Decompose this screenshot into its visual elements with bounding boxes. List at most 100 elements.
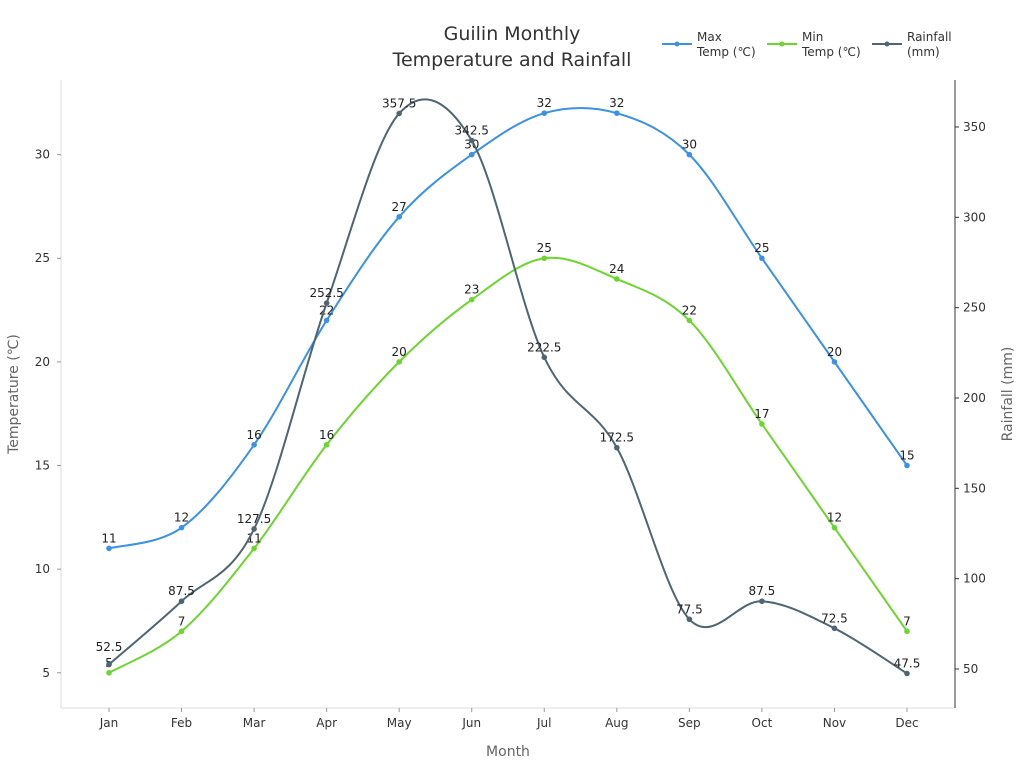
data-point <box>614 444 620 451</box>
data-point <box>396 213 402 220</box>
data-point <box>614 110 620 116</box>
data-point <box>686 317 693 324</box>
data-point <box>178 598 185 605</box>
data-point <box>251 545 257 552</box>
legend-label-0: Temp (℃) <box>696 45 756 59</box>
series-line-1 <box>108 256 908 674</box>
data-point <box>541 255 548 262</box>
data-label: 12 <box>174 511 189 525</box>
legend-label-1: Temp (℃) <box>801 45 861 59</box>
data-label: 127.5 <box>237 512 271 526</box>
legend-marker-0 <box>674 41 680 47</box>
data-label: 252.5 <box>309 286 343 300</box>
data-label: 15 <box>899 449 914 463</box>
x-tick-label: Aug <box>605 716 628 730</box>
data-point <box>831 359 838 365</box>
legend-label-2: Rainfall <box>907 30 952 44</box>
x-tick-label: Dec <box>895 716 918 730</box>
y2-tick-label: 100 <box>963 572 986 586</box>
series-line-0 <box>108 107 908 550</box>
y2-tick-label: 150 <box>963 481 986 495</box>
data-point <box>178 628 185 635</box>
y-tick-label: 15 <box>35 459 50 473</box>
data-label: 12 <box>827 511 842 525</box>
y-tick-label: 20 <box>35 355 50 369</box>
data-point <box>323 300 330 306</box>
data-point <box>396 359 402 365</box>
x-tick-label: Jul <box>536 716 551 730</box>
data-label: 7 <box>178 614 186 628</box>
data-point <box>686 616 693 623</box>
x-tick-label: Feb <box>171 716 192 730</box>
y2-tick-label: 50 <box>963 662 978 676</box>
data-label: 20 <box>392 345 407 359</box>
legend-marker-2 <box>884 41 890 47</box>
data-point <box>831 625 838 632</box>
data-label: 342.5 <box>455 124 489 138</box>
data-point <box>251 526 257 532</box>
data-point <box>251 441 257 448</box>
data-label: 30 <box>682 138 697 152</box>
legend-label-1: Min <box>802 30 823 44</box>
data-label: 27 <box>392 200 407 214</box>
legend-label-2: (mm) <box>907 45 940 59</box>
data-point <box>468 137 475 144</box>
data-point <box>904 628 910 635</box>
y-tick-label: 10 <box>35 562 50 576</box>
data-point <box>686 151 693 158</box>
y-tick-label: 5 <box>42 666 50 680</box>
data-point <box>178 524 185 531</box>
x-tick-label: May <box>387 716 412 730</box>
y2-tick-label: 350 <box>963 120 986 134</box>
x-axis-label: Month <box>486 744 530 760</box>
data-label: 20 <box>827 345 842 359</box>
x-tick-label: Jun <box>461 716 481 730</box>
y2-tick-label: 200 <box>963 391 986 405</box>
x-tick-label: Mar <box>243 716 266 730</box>
data-point <box>106 661 112 668</box>
data-point <box>323 317 330 324</box>
data-label: 23 <box>464 283 479 297</box>
data-point <box>831 524 838 531</box>
data-label: 22 <box>682 303 697 317</box>
data-point <box>323 441 330 448</box>
data-point <box>904 670 910 677</box>
y-tick-label: 25 <box>35 251 50 265</box>
data-label: 24 <box>609 262 624 276</box>
y-axis-label: Temperature (℃) <box>6 334 22 455</box>
data-label: 32 <box>537 96 552 110</box>
data-point <box>106 669 112 676</box>
x-tick-label: Jan <box>99 716 119 730</box>
data-label: 72.5 <box>821 611 848 625</box>
y2-axis-label: Rainfall (mm) <box>1000 347 1016 442</box>
data-point <box>541 354 548 361</box>
y-tick-label: 30 <box>35 148 50 162</box>
y2-tick-label: 250 <box>963 301 986 315</box>
data-label: 16 <box>246 428 261 442</box>
data-label: 25 <box>537 241 552 255</box>
data-label: 87.5 <box>749 584 776 598</box>
x-tick-label: Nov <box>823 716 846 730</box>
data-label: 25 <box>754 241 769 255</box>
data-label: 172.5 <box>600 431 634 445</box>
legend-marker-1 <box>779 41 785 47</box>
data-label: 222.5 <box>527 340 561 354</box>
data-label: 11 <box>101 531 116 545</box>
data-label: 87.5 <box>168 584 195 598</box>
data-label: 357.5 <box>382 96 416 110</box>
data-point <box>396 110 402 117</box>
data-point <box>614 276 620 282</box>
data-point <box>106 545 112 552</box>
y2-tick-label: 300 <box>963 210 986 224</box>
legend-label-0: Max <box>697 30 722 44</box>
chart-title: Guilin Monthly <box>444 23 581 45</box>
x-tick-label: Oct <box>752 716 773 730</box>
data-point <box>468 151 475 158</box>
data-label: 7 <box>903 614 911 628</box>
data-label: 47.5 <box>894 656 921 670</box>
data-label: 77.5 <box>676 602 703 616</box>
data-label: 16 <box>319 428 334 442</box>
data-point <box>759 598 765 605</box>
data-point <box>759 255 765 262</box>
